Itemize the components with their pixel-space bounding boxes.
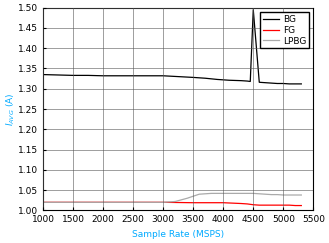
BG (191, 76, 195, 79)
BG (257, 81, 261, 84)
FG (269, 204, 273, 207)
LPBG (269, 193, 273, 196)
FG (251, 203, 255, 206)
BG (131, 74, 135, 77)
FG (191, 201, 195, 204)
X-axis label: Sample Rate (MSPS): Sample Rate (MSPS) (132, 230, 224, 239)
BG (161, 74, 165, 77)
LPBG (281, 194, 285, 197)
LPBG (101, 201, 105, 204)
BG (86, 74, 90, 77)
LPBG (197, 193, 201, 196)
LPBG (275, 193, 279, 196)
LPBG (161, 201, 165, 204)
BG (245, 80, 249, 83)
LPBG (173, 200, 177, 203)
FG (293, 204, 297, 207)
BG (215, 78, 219, 81)
BG (221, 78, 225, 81)
Legend: BG, FG, LPBG: BG, FG, LPBG (260, 12, 309, 48)
LPBG (41, 201, 45, 204)
FG (287, 204, 291, 207)
FG (263, 204, 267, 207)
FG (221, 201, 225, 204)
BG (269, 82, 273, 85)
Line: LPBG: LPBG (43, 193, 301, 202)
BG (227, 79, 231, 82)
LPBG (233, 192, 237, 195)
LPBG (257, 192, 261, 195)
LPBG (293, 194, 297, 197)
FG (131, 201, 135, 204)
Line: BG: BG (43, 10, 301, 84)
BG (56, 74, 60, 77)
LPBG (185, 197, 189, 200)
FG (245, 202, 249, 205)
LPBG (209, 192, 213, 195)
BG (281, 82, 285, 85)
Y-axis label: $I_{AVG}$ (A): $I_{AVG}$ (A) (4, 92, 17, 126)
FG (41, 201, 45, 204)
FG (101, 201, 105, 204)
BG (275, 82, 279, 85)
LPBG (245, 192, 249, 195)
LPBG (248, 192, 252, 195)
FG (161, 201, 165, 204)
LPBG (287, 194, 291, 197)
BG (299, 82, 303, 85)
BG (287, 82, 291, 85)
BG (101, 74, 105, 77)
BG (248, 80, 252, 83)
BG (251, 8, 255, 11)
FG (281, 204, 285, 207)
LPBG (131, 201, 135, 204)
FG (275, 204, 279, 207)
LPBG (299, 194, 303, 197)
LPBG (251, 192, 255, 195)
BG (41, 73, 45, 76)
BG (71, 74, 75, 77)
BG (239, 79, 243, 82)
FG (299, 204, 303, 207)
Line: FG: FG (43, 202, 301, 206)
BG (263, 81, 267, 84)
FG (71, 201, 75, 204)
LPBG (263, 193, 267, 196)
FG (257, 204, 261, 207)
FG (239, 202, 243, 205)
BG (293, 82, 297, 85)
FG (248, 203, 252, 206)
LPBG (71, 201, 75, 204)
BG (203, 77, 207, 80)
LPBG (221, 192, 225, 195)
